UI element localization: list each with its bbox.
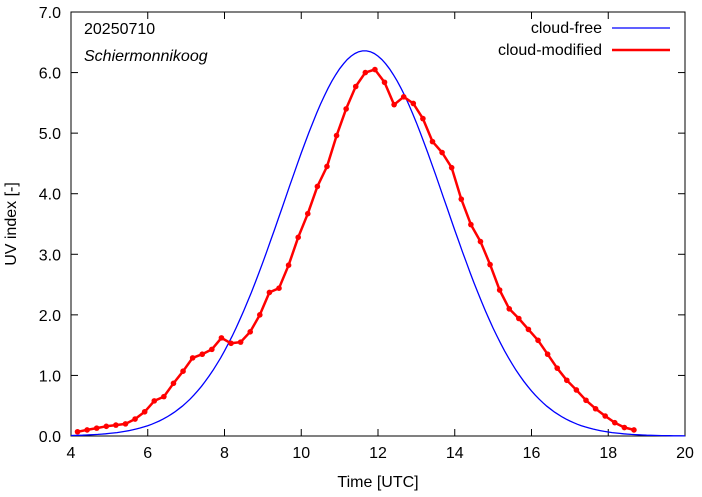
x-tick-label: 14 — [446, 445, 464, 462]
data-point-cloud-modified — [285, 262, 292, 268]
data-point-cloud-modified — [74, 428, 81, 435]
data-point-cloud-modified — [554, 365, 561, 371]
data-point-cloud-modified — [266, 289, 273, 296]
y-axis-ticks: 0.0 1.0 2.0 3.0 4.0 5.0 6.0 7.0 — [39, 5, 685, 446]
x-tick-label: 4 — [67, 445, 76, 462]
data-point-cloud-modified — [516, 315, 522, 322]
data-point-cloud-modified — [228, 340, 234, 347]
x-axis-ticks: 4 6 8 10 12 14 16 18 20 — [67, 12, 694, 462]
data-point-cloud-modified — [161, 393, 167, 400]
data-point-cloud-modified — [525, 326, 532, 333]
y-tick-label: 2.0 — [39, 308, 61, 325]
data-point-cloud-modified — [544, 351, 551, 358]
legend: cloud-free cloud-modified — [498, 20, 670, 59]
data-point-cloud-modified — [84, 427, 90, 433]
data-point-cloud-modified — [103, 423, 110, 430]
data-point-cloud-modified — [631, 427, 637, 433]
location-annotation: Schiermonnikoog — [84, 48, 208, 65]
data-point-cloud-modified — [209, 346, 215, 353]
data-point-cloud-modified — [352, 83, 359, 90]
series-line-cloud-modified — [77, 68, 635, 434]
data-point-cloud-modified — [218, 335, 225, 341]
data-point-cloud-modified — [381, 79, 388, 86]
x-tick-label: 8 — [220, 445, 229, 462]
y-tick-label: 7.0 — [39, 5, 61, 22]
data-point-cloud-modified — [410, 100, 417, 107]
y-tick-label: 4.0 — [39, 187, 61, 204]
y-tick-label: 5.0 — [39, 126, 61, 143]
data-point-cloud-modified — [113, 422, 119, 428]
data-point-cloud-modified — [477, 238, 484, 245]
date-annotation: 20250710 — [84, 21, 155, 38]
data-point-cloud-modified — [468, 221, 474, 228]
data-point-cloud-modified — [487, 261, 493, 268]
data-point-cloud-modified — [199, 351, 206, 358]
y-axis-title: UV index [-] — [3, 182, 20, 266]
x-tick-label: 12 — [369, 445, 387, 462]
x-tick-label: 20 — [676, 445, 694, 462]
data-point-cloud-modified — [93, 425, 100, 431]
data-point-cloud-modified — [237, 339, 244, 345]
data-point-cloud-modified — [621, 424, 628, 431]
data-point-cloud-modified — [314, 183, 321, 190]
y-tick-label: 6.0 — [39, 66, 61, 83]
y-tick-label: 3.0 — [39, 247, 61, 264]
data-point-cloud-modified — [391, 101, 397, 108]
data-point-cloud-modified — [372, 66, 378, 73]
data-point-cloud-modified — [602, 413, 608, 419]
data-point-cloud-modified — [573, 387, 580, 393]
data-point-cloud-modified — [295, 234, 301, 241]
data-point-cloud-modified — [141, 408, 148, 415]
legend-label-cloud-free: cloud-free — [531, 20, 602, 37]
y-tick-label: 0.0 — [39, 429, 61, 446]
data-point-cloud-modified — [448, 164, 455, 171]
series-layer — [70, 50, 686, 437]
x-tick-label: 10 — [292, 445, 310, 462]
data-point-cloud-modified — [362, 69, 369, 76]
data-point-cloud-modified — [458, 196, 465, 202]
data-point-cloud-modified — [304, 210, 311, 217]
data-point-cloud-modified — [535, 337, 541, 344]
data-point-cloud-modified — [400, 94, 407, 100]
data-point-cloud-modified — [439, 149, 445, 156]
x-axis-title: Time [UTC] — [337, 474, 418, 491]
data-point-cloud-modified — [496, 287, 503, 293]
data-point-cloud-modified — [343, 106, 349, 112]
data-point-cloud-modified — [611, 419, 618, 426]
data-point-cloud-modified — [151, 398, 158, 404]
data-point-cloud-modified — [429, 138, 436, 145]
data-point-cloud-modified — [189, 355, 196, 361]
x-tick-label: 6 — [143, 445, 152, 462]
data-point-cloud-modified — [132, 416, 138, 422]
data-point-cloud-modified — [506, 306, 513, 312]
data-point-cloud-modified — [324, 163, 330, 170]
data-point-cloud-modified — [420, 115, 426, 122]
data-point-cloud-modified — [257, 312, 263, 318]
data-point-cloud-modified — [247, 329, 254, 335]
data-point-cloud-modified — [276, 285, 282, 292]
data-point-cloud-modified — [583, 397, 589, 404]
data-point-cloud-modified — [592, 405, 599, 412]
y-tick-label: 1.0 — [39, 368, 61, 385]
x-tick-label: 18 — [599, 445, 617, 462]
legend-label-cloud-modified: cloud-modified — [498, 42, 602, 59]
data-point-cloud-modified — [122, 421, 129, 427]
x-tick-label: 16 — [523, 445, 541, 462]
series-line-cloud-free — [70, 50, 686, 437]
data-point-cloud-modified — [564, 377, 570, 384]
data-point-cloud-modified — [180, 368, 186, 374]
data-point-cloud-modified — [333, 132, 340, 139]
data-point-cloud-modified — [170, 380, 177, 387]
